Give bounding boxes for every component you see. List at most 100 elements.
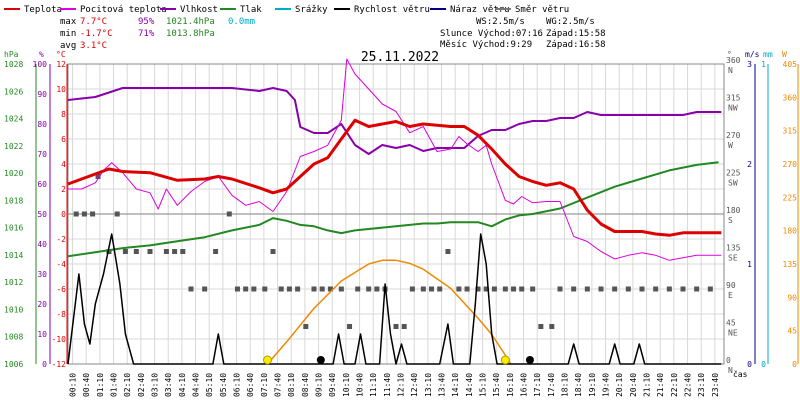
legend-label-4: Srážky (295, 5, 328, 15)
x-tick-label: 11:10 (369, 373, 378, 397)
series-temp-line (67, 118, 722, 237)
press-tick-8: 1022 (4, 142, 23, 151)
hum-tick-0: 0 (42, 360, 47, 369)
dir-name-4: S (728, 216, 733, 225)
unit-w: W (782, 50, 787, 59)
wind-dir-point (73, 211, 79, 217)
x-tick-label: 21:40 (656, 373, 665, 397)
x-tick-label: 21:10 (643, 373, 652, 397)
dir-tick-2: 90 (726, 281, 736, 290)
press-tick-9: 1024 (4, 115, 23, 124)
wind-dir-point (286, 286, 292, 292)
x-tick-label: 13:10 (424, 373, 433, 397)
wind-dir-point (355, 286, 361, 292)
x-tick-label: 23:40 (711, 373, 720, 397)
x-tick-label: 04:40 (192, 373, 201, 397)
wind-dir-point (707, 286, 713, 292)
grid (67, 63, 725, 365)
wind-dir-point (475, 286, 481, 292)
x-tick-label: 12:10 (397, 373, 406, 397)
temp-tick-7: 2 (61, 185, 66, 194)
x-tick-label: 08:10 (287, 373, 296, 397)
stats-block: max 7.7°C 95% 1021.4hPa 0.0mm min -1.7°C… (60, 17, 255, 51)
x-tick-label: 04:10 (178, 373, 187, 397)
wind-direction-series (73, 174, 713, 329)
wind-dir-point (639, 286, 645, 292)
x-tick-label: 02:40 (137, 373, 146, 397)
solar-tick-2: 90 (787, 293, 797, 302)
temp-tick-3: -6 (56, 285, 66, 294)
dir-tick-0: 0 (726, 356, 731, 365)
wind-dir-point (243, 286, 249, 292)
dir-name-1: NE (728, 329, 738, 338)
wind-dir-point (530, 286, 536, 292)
wind-dir-point (445, 249, 451, 254)
x-tick-label: 19:40 (602, 373, 611, 397)
wind-dir-point (680, 286, 686, 292)
wind-tick-0: 0 (747, 360, 752, 369)
moonrise-marker (316, 356, 325, 364)
x-tick-label: 00:10 (69, 373, 78, 397)
wind-dir-point (557, 286, 563, 292)
stat-max-hum: 95% (138, 17, 155, 27)
unit-mm: mm (763, 50, 773, 59)
x-tick-label: 10:40 (356, 373, 365, 397)
wind-dir-point (234, 286, 240, 292)
legend-label-7: Směr větru (515, 5, 569, 15)
x-tick-label: 05:40 (219, 373, 228, 397)
stat-max-rain: 0.0mm (228, 17, 255, 27)
stat-max-temp: 7.7°C (80, 17, 107, 27)
wind-dir-point (366, 286, 372, 292)
stat-min-temp: -1.7°C (80, 29, 113, 39)
wind-dir-point (311, 286, 317, 292)
dir-name-8: N (728, 66, 733, 75)
temp-tick-9: 6 (61, 135, 66, 144)
stat-min-hum: 71% (138, 29, 155, 39)
moonset-marker (525, 356, 534, 364)
wind-dir-point (549, 324, 555, 329)
wind-dir-point (114, 211, 120, 217)
wind-dir-point (511, 286, 517, 292)
x-tick-label: 07:40 (274, 373, 283, 397)
solar-tick-5: 225 (783, 193, 798, 202)
wind-dir-point (393, 324, 399, 329)
x-tick-label: 07:10 (260, 373, 269, 397)
dir-tick-7: 315 (726, 94, 741, 103)
series-hum-line (67, 87, 722, 155)
temp-tick-5: -2 (56, 235, 66, 244)
dir-name-5: SW (728, 179, 738, 188)
x-axis: 00:10 00:40 01:10 01:40 02:10 02:40 03:10 03:40… (69, 373, 720, 397)
wind-dir-point (213, 249, 219, 254)
wind-tick-2: 2 (747, 160, 752, 169)
press-tick-4: 1014 (4, 251, 23, 260)
dir-name-6: W (728, 141, 733, 150)
x-tick-label: 14:40 (465, 373, 474, 397)
temp-tick-0: -12 (52, 360, 67, 369)
x-tick-label: 10:10 (342, 373, 351, 397)
sunset-marker (500, 355, 510, 365)
solar-tick-4: 180 (783, 227, 798, 236)
legend-label-2: Vlhkost (180, 5, 218, 15)
wind-dir-point (519, 286, 525, 292)
press-tick-7: 1020 (4, 169, 23, 178)
x-tick-label: 09:40 (328, 373, 337, 397)
x-tick-label: 18:40 (574, 373, 583, 397)
sun-rise: Slunce Východ:07:16 (440, 29, 543, 39)
dir-tick-1: 45 (726, 319, 736, 328)
wg-value: WG:2.5m/s (546, 17, 595, 27)
x-tick-label: 23:10 (697, 373, 706, 397)
x-tick-label: 06:40 (246, 373, 255, 397)
unit-degc: °C (56, 50, 66, 59)
x-tick-label: 15:10 (479, 373, 488, 397)
wind-dir-point (464, 286, 470, 292)
hum-tick-7: 70 (37, 150, 47, 159)
dir-name-7: NW (728, 104, 738, 113)
ws-value: WS:2.5m/s (476, 17, 525, 27)
press-tick-2: 1010 (4, 305, 23, 314)
wind-dir-point (625, 286, 631, 292)
x-tick-label: 00:40 (82, 373, 91, 397)
solar-tick-7: 315 (783, 127, 798, 136)
unit-pct: % (39, 50, 44, 59)
wind-dir-point (226, 211, 232, 217)
wind-dir-point (319, 286, 325, 292)
